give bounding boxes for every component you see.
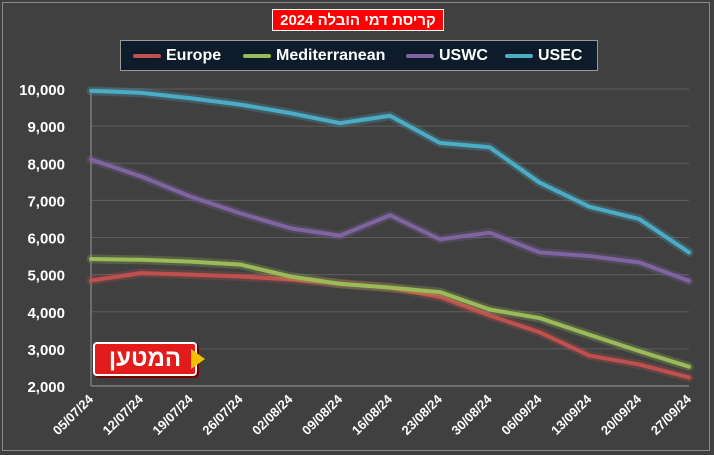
x-tick-label: 09/08/24 xyxy=(299,391,346,438)
legend-label-usec: USEC xyxy=(538,46,583,64)
legend-item-uswc: USWC xyxy=(406,41,488,70)
legend-label-uswc: USWC xyxy=(439,46,488,64)
x-tick-label: 16/08/24 xyxy=(349,391,396,438)
y-tick-label: 8,000 xyxy=(27,156,65,173)
legend-item-mediterranean: Mediterranean xyxy=(243,41,385,70)
x-tick-label: 12/07/24 xyxy=(100,391,147,438)
series-line-uswc xyxy=(89,157,691,283)
x-tick-label: 20/09/24 xyxy=(598,391,645,438)
legend-swatch-uswc xyxy=(406,53,434,58)
x-tick-label: 27/09/24 xyxy=(648,391,695,438)
hamitan-logo: המטען xyxy=(93,342,205,378)
y-tick-label: 3,000 xyxy=(27,342,65,359)
legend-swatch-mediterranean xyxy=(243,53,271,58)
y-tick-label: 10,000 xyxy=(19,82,65,99)
series-line-mediterranean xyxy=(89,257,691,369)
logo-arrow-icon xyxy=(191,349,205,369)
x-tick-label: 23/08/24 xyxy=(399,391,446,438)
chart-frame xyxy=(2,2,710,451)
y-tick-label: 4,000 xyxy=(27,305,65,322)
y-tick-label: 7,000 xyxy=(27,193,65,210)
x-tick-label: 26/07/24 xyxy=(199,391,246,438)
y-tick-label: 2,000 xyxy=(27,379,65,396)
legend-item-usec: USEC xyxy=(505,41,582,70)
legend-label-europe: Europe xyxy=(166,46,222,64)
x-tick-label: 02/08/24 xyxy=(249,391,296,438)
x-tick-label: 19/07/24 xyxy=(149,391,196,438)
x-tick-label: 13/09/24 xyxy=(548,391,595,438)
series-line-usec xyxy=(89,88,691,255)
y-tick-label: 5,000 xyxy=(27,268,65,285)
legend-item-europe: Europe xyxy=(133,41,221,70)
y-tick-label: 6,000 xyxy=(27,231,65,248)
logo-wordmark: המטען xyxy=(93,342,197,376)
legend: Europe Mediterranean USWC USEC xyxy=(120,40,598,71)
x-tick-label: 06/09/24 xyxy=(498,391,545,438)
legend-swatch-usec xyxy=(505,53,533,58)
legend-swatch-europe xyxy=(133,53,161,58)
x-tick-label: 05/07/24 xyxy=(50,391,97,438)
y-tick-label: 9,000 xyxy=(27,119,65,136)
legend-label-mediterranean: Mediterranean xyxy=(276,46,386,64)
chart-title: קריסת דמי הובלה 2024 xyxy=(272,9,444,31)
x-tick-label: 30/08/24 xyxy=(448,391,495,438)
